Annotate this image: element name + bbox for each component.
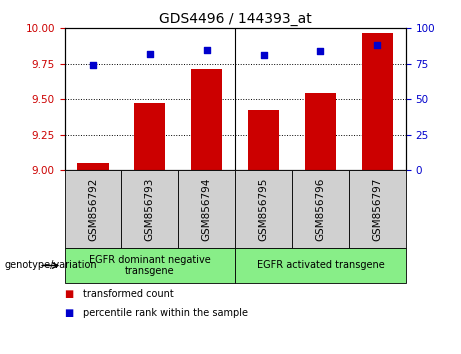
Point [146,51,154,57]
Text: EGFR activated transgene: EGFR activated transgene [256,261,384,270]
Text: GSM856797: GSM856797 [372,177,382,241]
Bar [134,103,165,170]
Text: GSM856793: GSM856793 [145,177,155,241]
Text: GSM856796: GSM856796 [315,177,325,241]
Bar [248,110,279,170]
Text: transformed count: transformed count [83,289,174,299]
Text: percentile rank within the sample: percentile rank within the sample [83,308,248,318]
Text: ■: ■ [65,308,74,318]
Point [260,52,267,58]
Text: ■: ■ [65,289,74,299]
Text: genotype/variation: genotype/variation [5,261,97,270]
Text: GSM856794: GSM856794 [201,177,212,241]
Point [203,47,210,52]
Text: GSM856792: GSM856792 [88,177,98,241]
Text: EGFR dominant negative
transgene: EGFR dominant negative transgene [89,255,211,276]
Title: GDS4496 / 144393_at: GDS4496 / 144393_at [159,12,312,26]
Point [317,48,324,54]
Point [89,62,97,68]
Point [373,42,381,48]
Bar [361,33,393,170]
Text: GSM856795: GSM856795 [259,177,269,241]
Bar [77,163,109,170]
Bar [305,93,336,170]
Bar [191,69,222,170]
